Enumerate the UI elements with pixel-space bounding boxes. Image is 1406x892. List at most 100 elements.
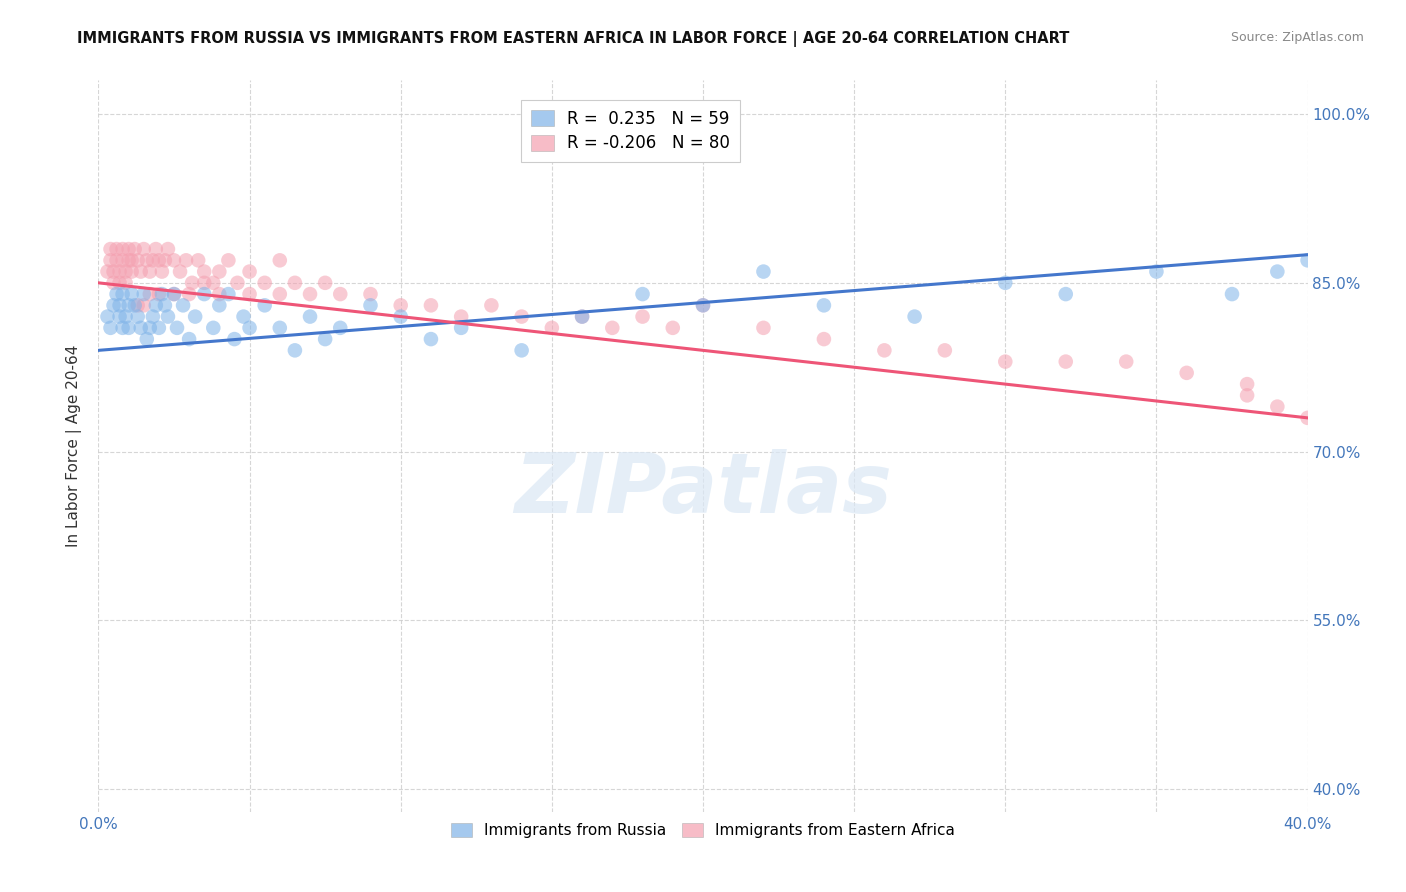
Point <box>239 264 262 278</box>
Point <box>1236 377 1258 392</box>
Point <box>139 264 162 278</box>
Point <box>100 242 122 256</box>
Point <box>181 276 204 290</box>
Point <box>132 287 155 301</box>
Point <box>284 343 307 358</box>
Point <box>163 253 186 268</box>
Point <box>571 310 593 324</box>
Point <box>108 298 131 312</box>
Point <box>450 321 472 335</box>
Point <box>184 310 207 324</box>
Point <box>208 264 231 278</box>
Point <box>226 276 249 290</box>
Point <box>114 310 136 324</box>
Point <box>1054 354 1077 368</box>
Y-axis label: In Labor Force | Age 20-64: In Labor Force | Age 20-64 <box>66 345 83 547</box>
Legend: Immigrants from Russia, Immigrants from Eastern Africa: Immigrants from Russia, Immigrants from … <box>444 816 962 845</box>
Point <box>631 310 654 324</box>
Point <box>153 253 176 268</box>
Point <box>299 310 322 324</box>
Point <box>1267 264 1289 278</box>
Point <box>127 310 149 324</box>
Point <box>96 264 118 278</box>
Point <box>1175 366 1198 380</box>
Point <box>540 321 562 335</box>
Point <box>163 287 186 301</box>
Point <box>360 298 382 312</box>
Point <box>994 276 1017 290</box>
Point <box>121 253 143 268</box>
Point <box>692 298 714 312</box>
Point <box>299 287 322 301</box>
Point <box>129 264 152 278</box>
Point <box>224 332 246 346</box>
Point <box>232 310 254 324</box>
Point <box>142 253 165 268</box>
Point <box>105 287 128 301</box>
Point <box>179 332 201 346</box>
Point <box>193 264 215 278</box>
Point <box>129 321 152 335</box>
Point <box>239 287 262 301</box>
Point <box>420 298 443 312</box>
Point <box>360 287 382 301</box>
Point <box>153 298 176 312</box>
Point <box>163 287 186 301</box>
Point <box>1144 264 1167 278</box>
Point <box>1220 287 1243 301</box>
Point <box>148 287 170 301</box>
Point <box>121 264 143 278</box>
Point <box>148 321 170 335</box>
Point <box>135 332 157 346</box>
Point <box>994 354 1017 368</box>
Point <box>139 321 162 335</box>
Point <box>187 253 209 268</box>
Point <box>111 242 134 256</box>
Point <box>661 321 683 335</box>
Point <box>139 287 162 301</box>
Point <box>873 343 896 358</box>
Point <box>239 321 262 335</box>
Point <box>1054 287 1077 301</box>
Text: IMMIGRANTS FROM RUSSIA VS IMMIGRANTS FROM EASTERN AFRICA IN LABOR FORCE | AGE 20: IMMIGRANTS FROM RUSSIA VS IMMIGRANTS FRO… <box>77 31 1070 47</box>
Point <box>135 253 157 268</box>
Point <box>510 310 533 324</box>
Point <box>118 242 141 256</box>
Point <box>269 321 291 335</box>
Point <box>127 298 149 312</box>
Point <box>253 276 276 290</box>
Point <box>813 298 835 312</box>
Point <box>150 287 173 301</box>
Point <box>96 310 118 324</box>
Point <box>389 298 412 312</box>
Point <box>174 253 197 268</box>
Point <box>269 287 291 301</box>
Point <box>420 332 443 346</box>
Point <box>148 253 170 268</box>
Point <box>193 276 215 290</box>
Point <box>602 321 624 335</box>
Point <box>1296 253 1319 268</box>
Point <box>813 332 835 346</box>
Point <box>145 298 167 312</box>
Point <box>105 253 128 268</box>
Point <box>510 343 533 358</box>
Point <box>269 253 291 268</box>
Point <box>450 310 472 324</box>
Point <box>132 242 155 256</box>
Point <box>105 242 128 256</box>
Point <box>124 242 146 256</box>
Point <box>114 264 136 278</box>
Text: ZIPatlas: ZIPatlas <box>515 450 891 531</box>
Point <box>1296 410 1319 425</box>
Point <box>217 253 239 268</box>
Point <box>121 287 143 301</box>
Point <box>108 310 131 324</box>
Point <box>389 310 412 324</box>
Point <box>1236 388 1258 402</box>
Point <box>132 298 155 312</box>
Point <box>111 321 134 335</box>
Point <box>145 242 167 256</box>
Point <box>752 264 775 278</box>
Point <box>571 310 593 324</box>
